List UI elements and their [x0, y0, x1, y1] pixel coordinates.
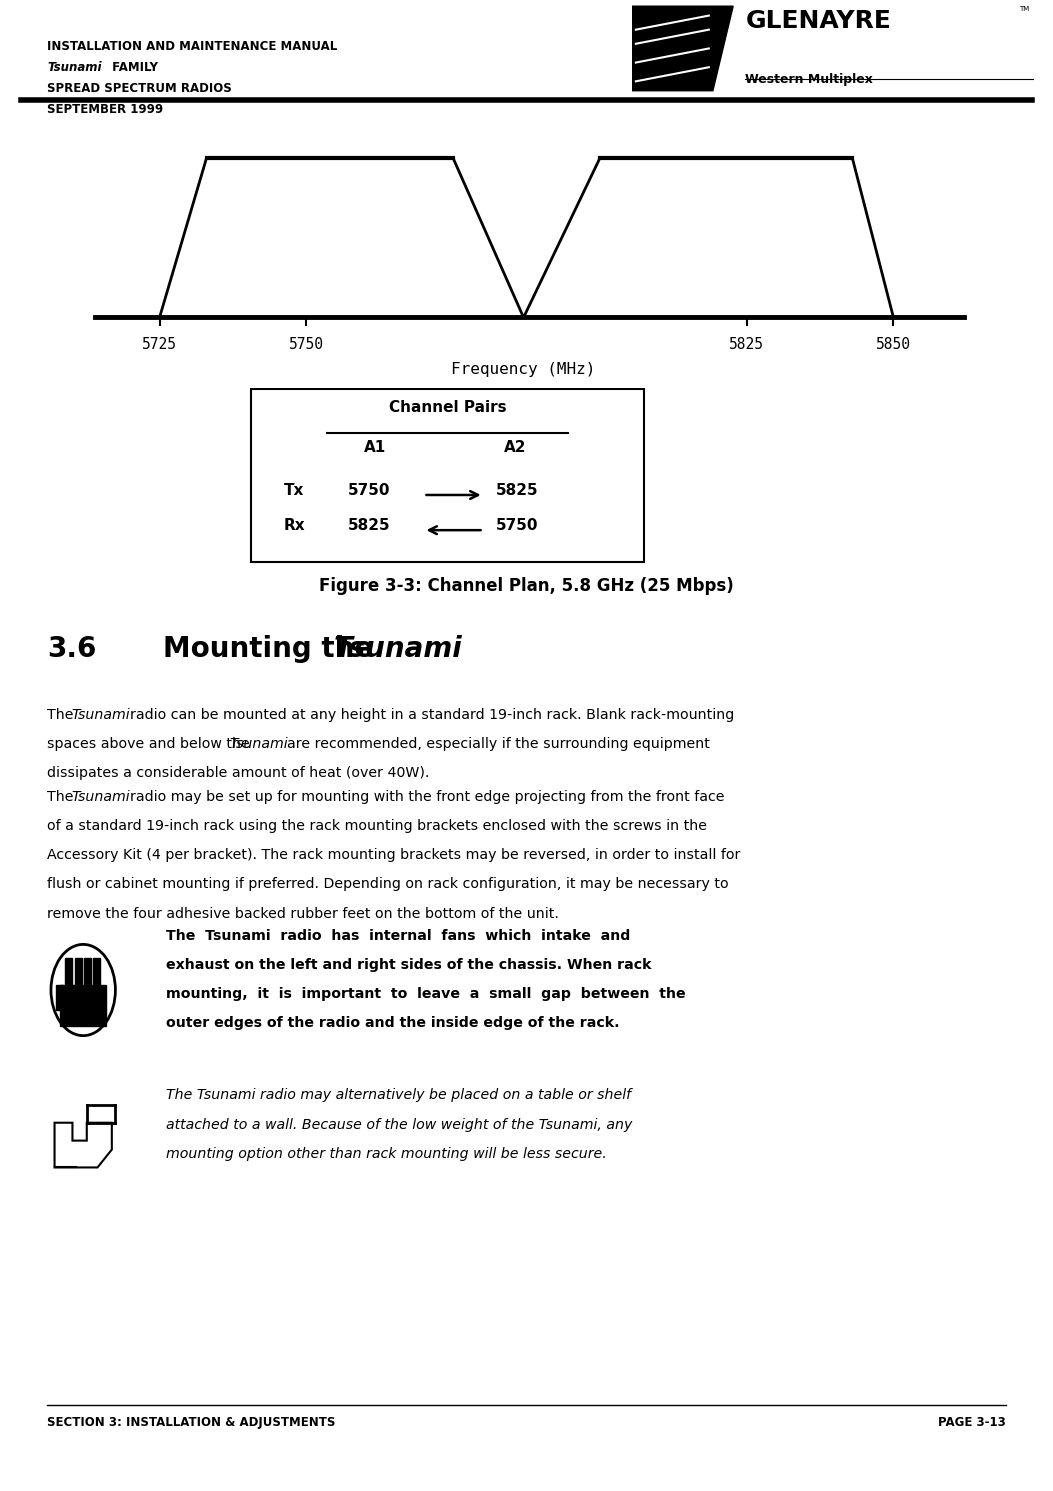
Text: The  Tsunami  radio  has  internal  fans  which  intake  and: The Tsunami radio has internal fans whic… — [166, 929, 631, 942]
Text: are recommended, especially if the surrounding equipment: are recommended, especially if the surro… — [287, 737, 711, 751]
Text: The: The — [47, 790, 78, 804]
Text: Tsunami: Tsunami — [72, 790, 131, 804]
Text: Figure 3-3: Channel Plan, 5.8 GHz (25 Mbps): Figure 3-3: Channel Plan, 5.8 GHz (25 Mb… — [319, 577, 734, 595]
Text: PAGE 3-13: PAGE 3-13 — [938, 1416, 1006, 1430]
Text: INSTALLATION AND MAINTENANCE MANUAL: INSTALLATION AND MAINTENANCE MANUAL — [47, 40, 338, 54]
Text: radio can be mounted at any height in a standard 19-inch rack. Blank rack-mounti: radio can be mounted at any height in a … — [130, 708, 734, 722]
Text: SEPTEMBER 1999: SEPTEMBER 1999 — [47, 103, 163, 116]
Text: Channel Pairs: Channel Pairs — [389, 400, 506, 414]
Text: GLENAYRE: GLENAYRE — [746, 9, 891, 33]
Text: SPREAD SPECTRUM RADIOS: SPREAD SPECTRUM RADIOS — [47, 82, 232, 95]
Text: flush or cabinet mounting if preferred. Depending on rack configuration, it may : flush or cabinet mounting if preferred. … — [47, 877, 729, 892]
Bar — [84, 957, 91, 989]
Text: The: The — [47, 708, 78, 722]
Bar — [94, 957, 100, 989]
Text: outer edges of the radio and the inside edge of the rack.: outer edges of the radio and the inside … — [166, 1017, 620, 1030]
Text: mounting,  it  is  important  to  leave  a  small  gap  between  the: mounting, it is important to leave a sma… — [166, 987, 686, 1000]
Bar — [75, 957, 82, 989]
Text: SECTION 3: INSTALLATION & ADJUSTMENTS: SECTION 3: INSTALLATION & ADJUSTMENTS — [47, 1416, 336, 1430]
Text: FAMILY: FAMILY — [108, 61, 158, 75]
Text: 5825: 5825 — [496, 483, 538, 498]
Text: 5825: 5825 — [347, 517, 390, 532]
Text: 5825: 5825 — [729, 337, 764, 352]
Text: dissipates a considerable amount of heat (over 40W).: dissipates a considerable amount of heat… — [47, 766, 430, 780]
Text: Tsunami: Tsunami — [334, 635, 462, 663]
Text: 5750: 5750 — [289, 337, 324, 352]
Text: Accessory Kit (4 per bracket). The rack mounting brackets may be reversed, in or: Accessory Kit (4 per bracket). The rack … — [47, 848, 740, 862]
Text: 5725: 5725 — [142, 337, 177, 352]
Text: 3.6: 3.6 — [47, 635, 97, 663]
Bar — [60, 986, 106, 1026]
Text: radio may be set up for mounting with the front edge projecting from the front f: radio may be set up for mounting with th… — [130, 790, 724, 804]
Polygon shape — [632, 6, 733, 91]
Text: Tsunami: Tsunami — [230, 737, 289, 751]
Bar — [56, 986, 63, 1011]
Text: The Tsunami radio may alternatively be placed on a table or shelf: The Tsunami radio may alternatively be p… — [166, 1088, 632, 1102]
Text: Frequency (MHz): Frequency (MHz) — [452, 362, 596, 377]
Text: exhaust on the left and right sides of the chassis. When rack: exhaust on the left and right sides of t… — [166, 959, 652, 972]
Text: A1: A1 — [364, 440, 386, 455]
Text: Mounting the: Mounting the — [163, 635, 383, 663]
Text: mounting option other than rack mounting will be less secure.: mounting option other than rack mounting… — [166, 1147, 608, 1160]
Text: A2: A2 — [504, 440, 526, 455]
Bar — [65, 957, 73, 989]
Text: 5750: 5750 — [496, 517, 538, 532]
Text: remove the four adhesive backed rubber feet on the bottom of the unit.: remove the four adhesive backed rubber f… — [47, 907, 559, 920]
Text: 5750: 5750 — [347, 483, 390, 498]
Text: of a standard 19-inch rack using the rack mounting brackets enclosed with the sc: of a standard 19-inch rack using the rac… — [47, 820, 708, 833]
Text: Tx: Tx — [283, 483, 304, 498]
Text: Tsunami: Tsunami — [72, 708, 131, 722]
Text: 5850: 5850 — [876, 337, 911, 352]
Text: TM: TM — [1019, 6, 1029, 12]
Text: Tsunami: Tsunami — [47, 61, 102, 75]
Text: attached to a wall. Because of the low weight of the Tsunami, any: attached to a wall. Because of the low w… — [166, 1118, 633, 1132]
Text: Western Multiplex: Western Multiplex — [746, 73, 873, 86]
Text: Rx: Rx — [283, 517, 305, 532]
Text: spaces above and below the: spaces above and below the — [47, 737, 255, 751]
